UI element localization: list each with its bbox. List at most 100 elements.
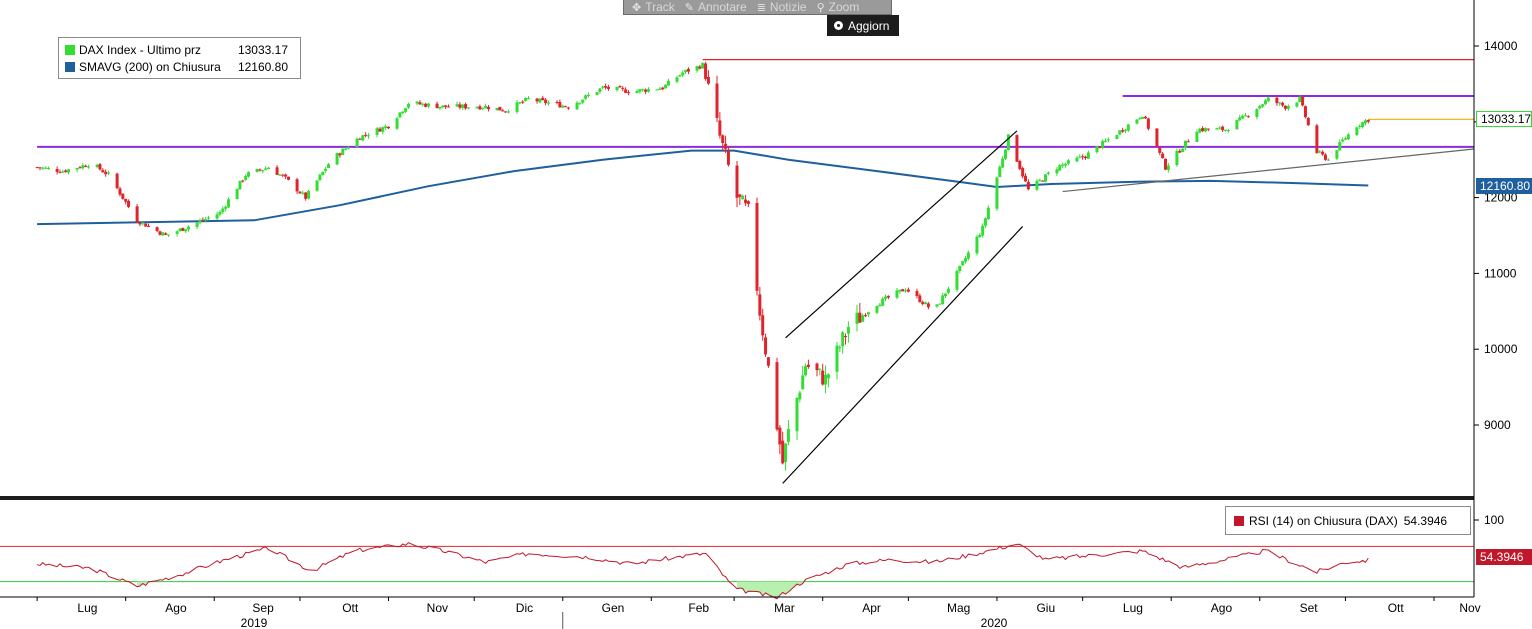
sma-line-group — [37, 149, 1369, 226]
candle-body — [298, 191, 302, 194]
candle-body — [1175, 150, 1179, 165]
candle-body — [1341, 139, 1345, 142]
candle-body — [1081, 156, 1085, 158]
candle-body — [764, 337, 768, 355]
candle-body — [626, 92, 630, 94]
candle-body — [347, 147, 351, 149]
candle-body — [624, 89, 628, 93]
toolbar-track-button[interactable]: ✥ Track — [632, 0, 675, 14]
candle-body — [1246, 116, 1250, 118]
candle-body — [1326, 159, 1330, 161]
candle-body — [518, 102, 522, 104]
candle-body — [315, 180, 319, 191]
candle-body — [586, 94, 590, 97]
candle-body — [421, 103, 425, 105]
candle-body — [1126, 124, 1130, 131]
candle-body — [1004, 149, 1008, 159]
candle-body — [961, 261, 965, 266]
candle-body — [1141, 116, 1145, 119]
zoom-icon: ⚲ — [816, 1, 825, 14]
candle-body — [515, 102, 519, 112]
candle-body — [41, 167, 45, 169]
candle-body — [1155, 128, 1159, 147]
candle-body — [1001, 158, 1005, 168]
candle-body — [1203, 128, 1207, 132]
candle-body — [1181, 148, 1185, 152]
candle-body — [704, 63, 708, 79]
candle-body — [178, 228, 182, 231]
candle-body — [1024, 175, 1028, 182]
toolbar-annotare-button[interactable]: ✎ Annotare — [685, 0, 747, 14]
rsi-legend-label: RSI (14) on Chiusura (DAX) — [1249, 513, 1398, 528]
candle-body — [646, 89, 650, 92]
candle-body — [821, 370, 825, 385]
rsi-group — [0, 542, 1474, 600]
candle-body — [361, 135, 365, 141]
candle-body — [846, 326, 850, 334]
refresh-button[interactable]: Aggiorn — [827, 15, 899, 36]
candle-body — [1044, 174, 1048, 182]
price-legend[interactable]: DAX Index - Ultimo prz 13033.17 SMAVG (2… — [58, 37, 301, 79]
candle-body — [175, 231, 179, 234]
sma-swatch-icon — [65, 61, 75, 72]
candle-body — [806, 364, 810, 367]
candle-body — [924, 302, 928, 305]
toolbar-zoom-button[interactable]: ⚲ Zoom — [817, 0, 860, 14]
candle-body — [278, 174, 282, 176]
candle-body — [781, 440, 785, 464]
candle-body — [1363, 120, 1367, 124]
candle-body — [195, 222, 199, 227]
x-month-label: Apr — [862, 601, 881, 615]
candle-body — [575, 102, 579, 110]
candle-body — [1098, 146, 1102, 148]
candle-body — [364, 134, 368, 136]
candle-body — [1135, 119, 1139, 124]
candle-body — [358, 138, 362, 140]
y-tick-label: 14000 — [1484, 39, 1518, 53]
candle-body — [984, 218, 988, 226]
candle-body — [1286, 105, 1290, 109]
toolbar-notizie-button[interactable]: ≣ Notizie — [757, 0, 807, 14]
candle-body — [95, 164, 99, 168]
candle-body — [866, 312, 870, 315]
candle-body — [695, 66, 699, 71]
candle-body — [684, 69, 688, 73]
candle-body — [167, 234, 171, 236]
candle-body — [335, 153, 339, 165]
candle-body — [187, 226, 191, 230]
candle-body — [1035, 180, 1039, 190]
candle-body — [1201, 128, 1205, 132]
candle-body — [995, 177, 999, 209]
candle-body — [898, 289, 902, 292]
candle-body — [1221, 126, 1225, 131]
candle-body — [181, 227, 185, 231]
candle-body — [795, 398, 799, 432]
candle-body — [698, 66, 702, 69]
candle-body — [1215, 128, 1219, 130]
last-price-tag: 13033.17 — [1476, 111, 1532, 127]
legend-sma-value: 12160.80 — [237, 59, 288, 74]
candle-body — [541, 97, 545, 101]
x-year-label: 2019 — [241, 616, 268, 629]
candle-body — [475, 107, 479, 109]
candle-body — [918, 295, 922, 303]
candle-body — [1263, 100, 1267, 105]
candle-body — [1206, 128, 1210, 130]
news-icon: ≣ — [756, 1, 766, 14]
candle-body — [301, 192, 305, 194]
candle-body — [701, 63, 705, 69]
candle-body — [741, 195, 745, 200]
candle-body — [678, 75, 682, 77]
candle-body — [1138, 118, 1142, 120]
candle-body — [535, 98, 539, 102]
candle-body — [224, 206, 228, 209]
rsi-legend[interactable]: RSI (14) on Chiusura (DAX) 54.3946 — [1225, 506, 1471, 535]
candle-body — [461, 104, 465, 108]
candle-body — [1218, 127, 1222, 129]
candle-body — [1198, 128, 1202, 133]
x-month-label: Ago — [1211, 601, 1233, 615]
candle-body — [724, 143, 728, 149]
candle-body — [1361, 122, 1365, 128]
candle-body — [107, 172, 111, 174]
